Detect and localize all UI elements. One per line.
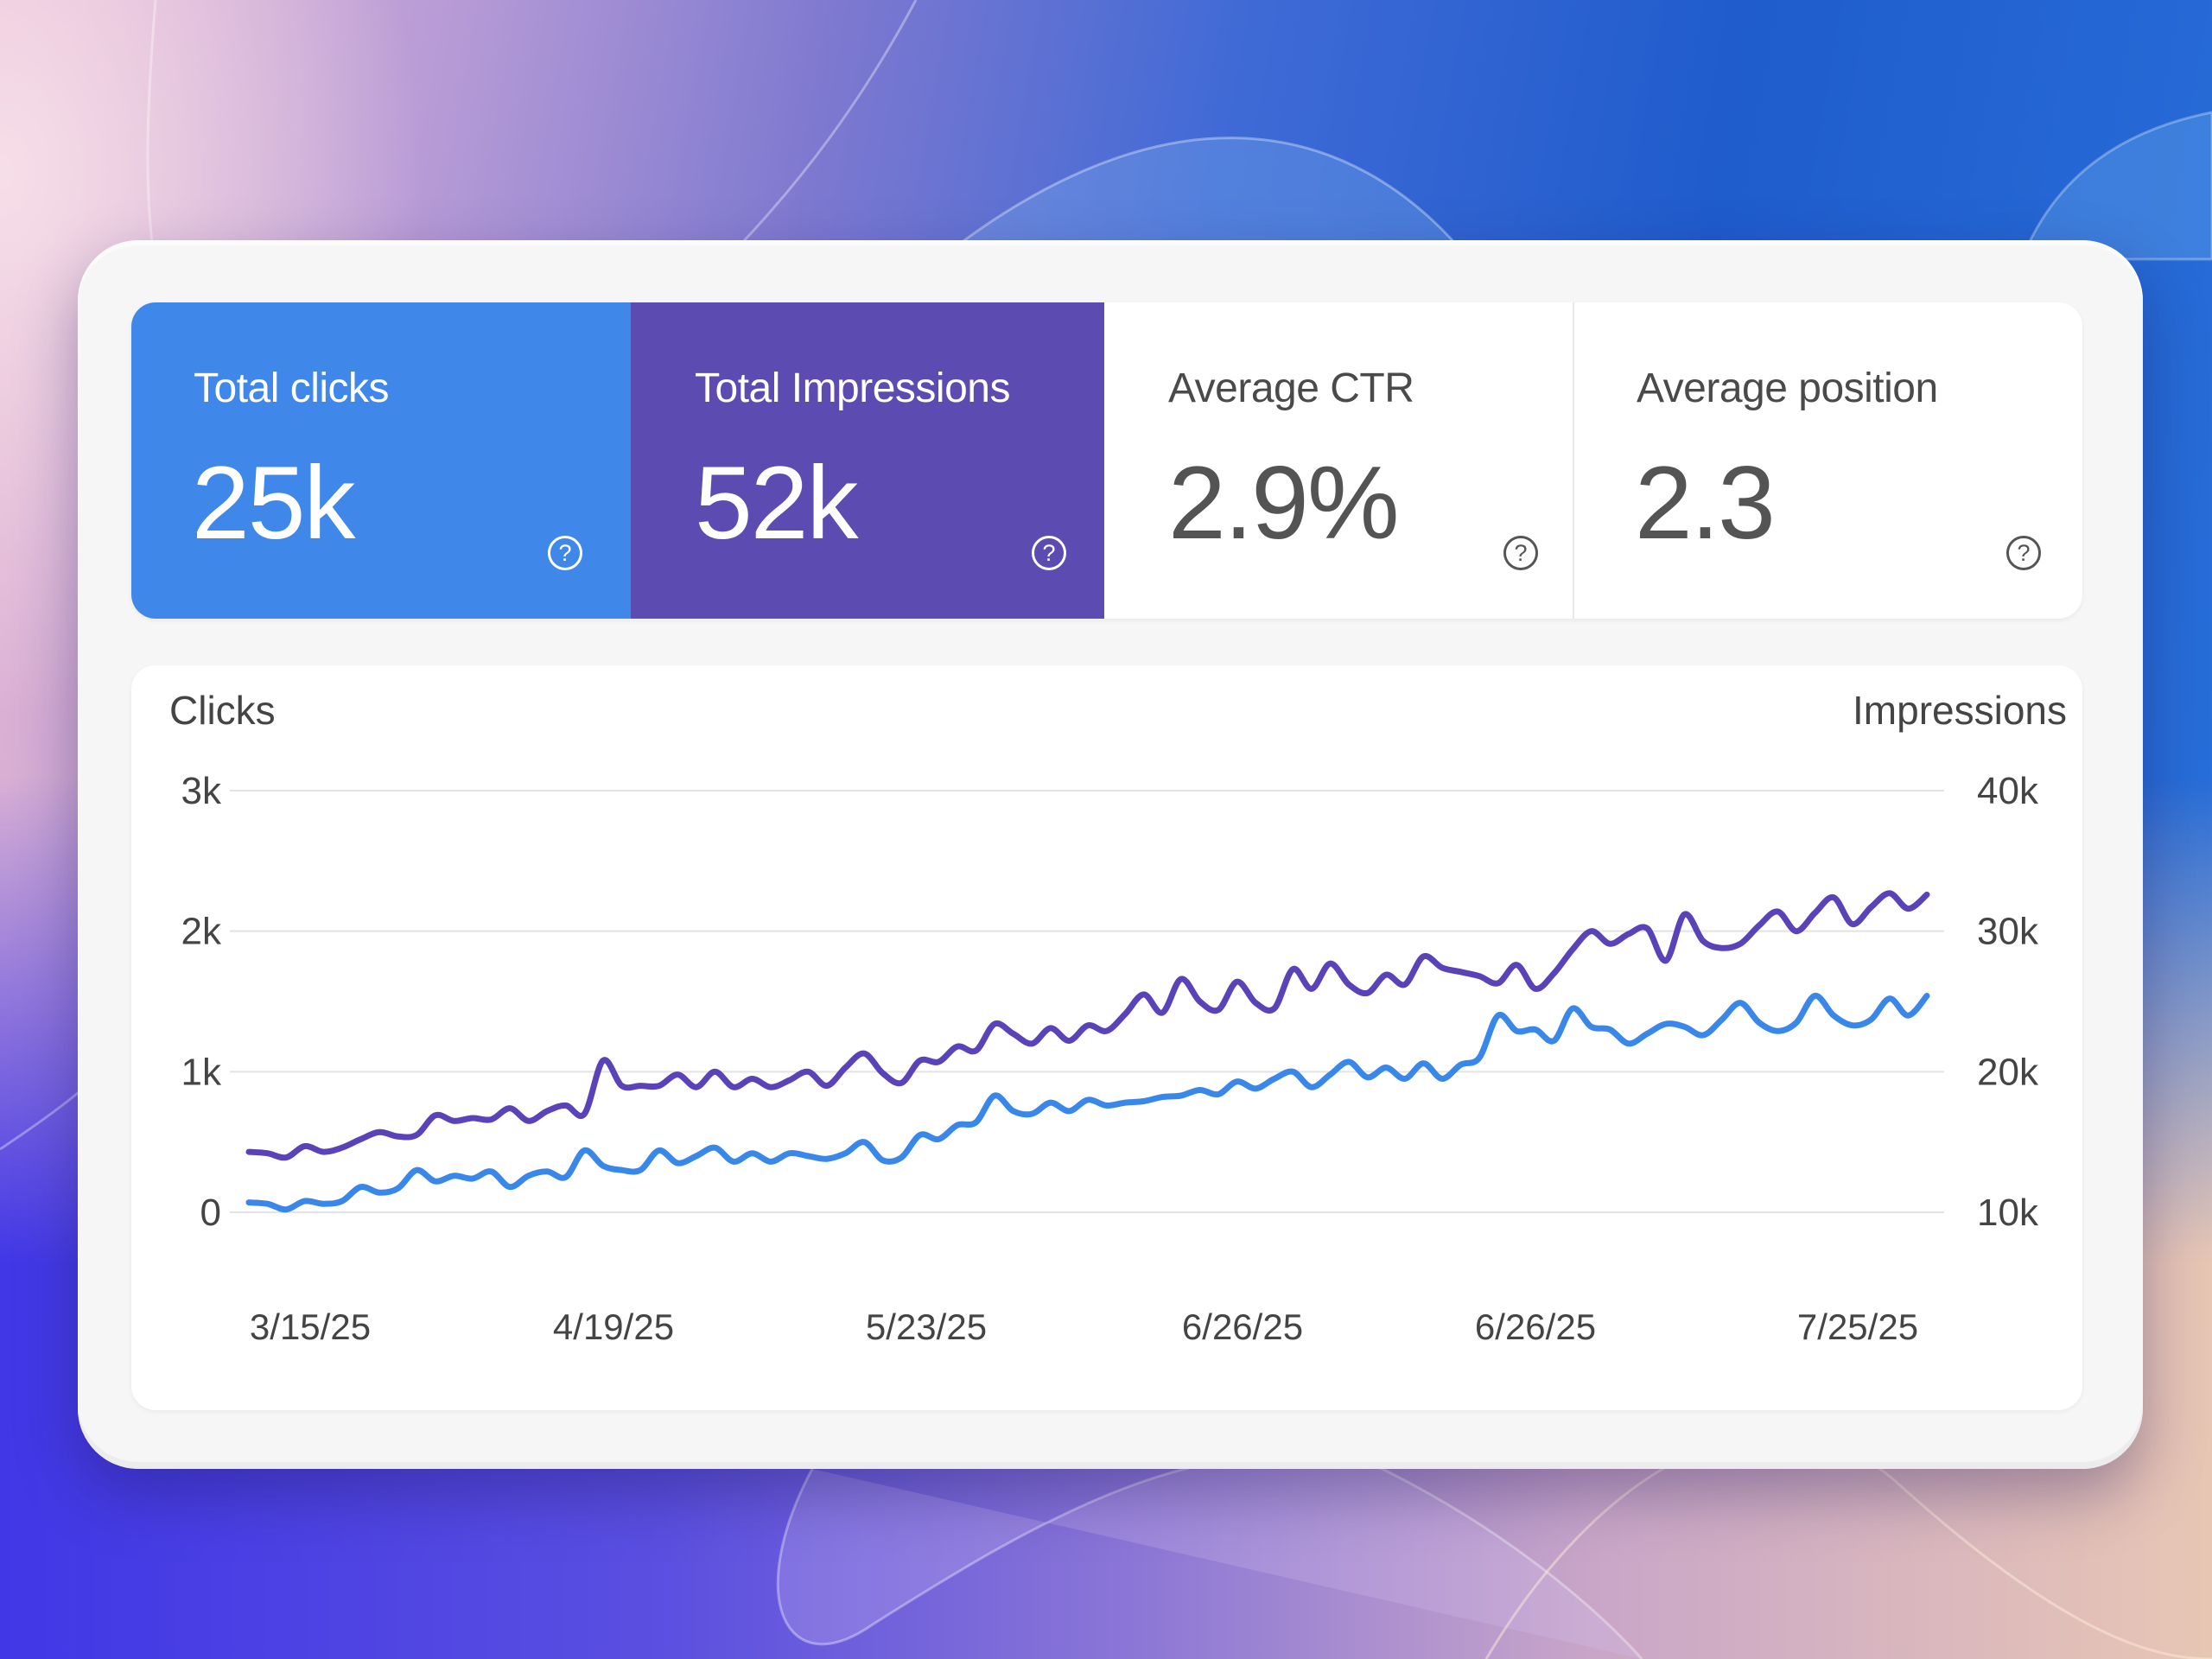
x-tick-label: 4/19/25 bbox=[553, 1306, 674, 1347]
y-tick-label-right: 30k bbox=[1977, 911, 2039, 953]
metric-average-ctr[interactable]: Average CTR 2.9% ? bbox=[1104, 302, 1574, 619]
metric-label: Average CTR bbox=[1168, 365, 1414, 411]
metric-total-impressions[interactable]: Total Impressions 52k ? bbox=[631, 302, 1104, 619]
metric-value: 2.9% bbox=[1168, 445, 1400, 561]
question-circle-icon[interactable]: ? bbox=[1503, 536, 1538, 570]
y-tick-label-right: 40k bbox=[1977, 770, 2039, 812]
metric-label: Average position bbox=[1637, 365, 1938, 411]
y-tick-label-left: 3k bbox=[181, 770, 222, 812]
x-tick-label: 5/23/25 bbox=[866, 1306, 987, 1347]
metric-total-clicks[interactable]: Total clicks 25k ? bbox=[131, 302, 631, 619]
y-tick-label-left: 1k bbox=[181, 1051, 222, 1093]
metric-value: 25k bbox=[192, 445, 355, 561]
y-axis-title-left: Clicks bbox=[169, 688, 276, 733]
x-tick-label: 6/26/25 bbox=[1182, 1306, 1303, 1347]
metric-value: 52k bbox=[695, 445, 858, 561]
y-axis-title-right: Impressions bbox=[1853, 688, 2067, 733]
y-tick-label-left: 2k bbox=[181, 911, 222, 953]
question-circle-icon[interactable]: ? bbox=[2006, 536, 2041, 570]
metric-label: Total Impressions bbox=[695, 365, 1010, 411]
x-tick-label: 3/15/25 bbox=[250, 1306, 371, 1347]
x-tick-label: 6/26/25 bbox=[1475, 1306, 1596, 1347]
series-line-clicks bbox=[245, 993, 1930, 1213]
metrics-summary: Total clicks 25k ? Total Impressions 52k… bbox=[131, 302, 2082, 619]
series-line-impressions bbox=[245, 890, 1930, 1161]
y-tick-label-right: 10k bbox=[1977, 1192, 2039, 1234]
y-tick-label-right: 20k bbox=[1977, 1051, 2039, 1093]
metric-value: 2.3 bbox=[1635, 445, 1776, 561]
performance-chart-card: Clicks Impressions 0 1k 2k 3k 10k 20k 30k 40k … bbox=[131, 665, 2082, 1410]
question-circle-icon[interactable]: ? bbox=[548, 536, 582, 570]
x-tick-label: 7/25/25 bbox=[1797, 1306, 1918, 1347]
metric-average-position[interactable]: Average position 2.3 ? bbox=[1574, 302, 2082, 619]
question-circle-icon[interactable]: ? bbox=[1032, 536, 1066, 570]
y-tick-label-left: 0 bbox=[200, 1192, 221, 1234]
metric-label: Total clicks bbox=[194, 365, 390, 411]
